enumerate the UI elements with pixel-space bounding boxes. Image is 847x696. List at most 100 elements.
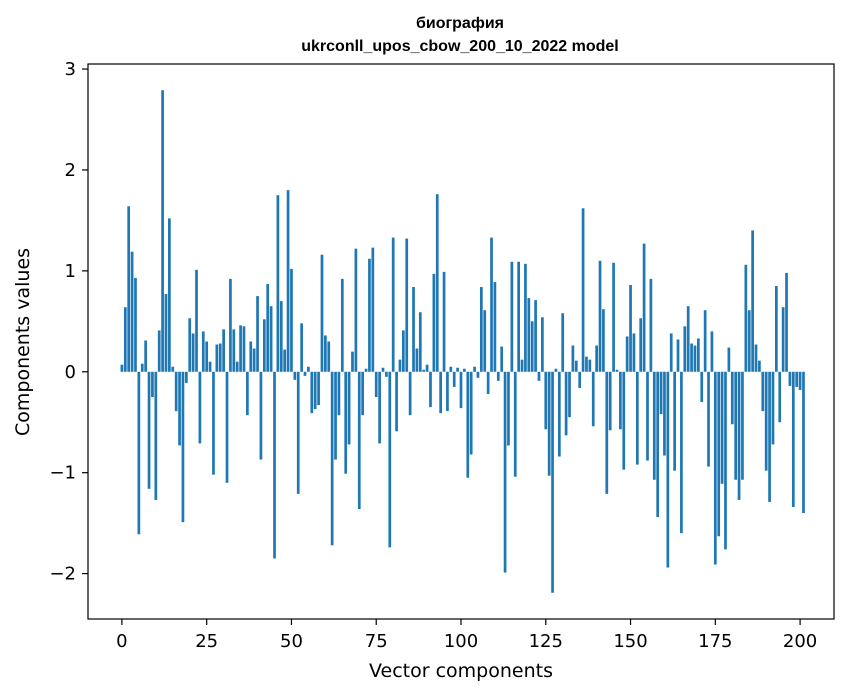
bar-175	[713, 371, 717, 565]
y-tick-label--2: −2	[49, 564, 76, 585]
x-tick-label-100: 100	[444, 631, 478, 652]
bar-62	[330, 371, 334, 546]
bar-143	[605, 371, 609, 494]
bar-23	[198, 371, 202, 444]
chart-title-line2: ukrconll_upos_cbow_200_10_2022 model	[301, 38, 618, 55]
bar-87	[415, 348, 419, 372]
bar-145	[612, 262, 615, 372]
bar-114	[507, 371, 510, 446]
bar-3	[130, 251, 134, 372]
bar-129	[557, 371, 561, 457]
bar-174	[710, 331, 714, 372]
bar-187	[754, 344, 758, 372]
bar-180	[730, 371, 734, 425]
bar-29	[218, 343, 222, 372]
bar-22	[195, 269, 198, 372]
bar-201	[802, 371, 805, 514]
bar-59	[320, 254, 324, 372]
bar-7	[144, 340, 147, 372]
bar-98	[452, 371, 456, 387]
bar-195	[781, 307, 785, 372]
bar-126	[547, 371, 551, 476]
bar-67	[347, 371, 351, 445]
bar-179	[727, 347, 731, 372]
bar-27	[212, 371, 215, 475]
bar-120	[527, 298, 531, 372]
x-tick-label-50: 50	[280, 631, 303, 652]
bar-165	[680, 371, 683, 534]
bar-91	[429, 371, 432, 408]
bar-105	[476, 371, 480, 378]
x-tick-label-125: 125	[529, 631, 563, 652]
bar-193	[775, 286, 778, 372]
bar-79	[388, 371, 392, 548]
plot-frame	[87, 63, 835, 620]
y-tick-label-1: 1	[65, 261, 76, 282]
bar-0	[120, 364, 124, 372]
bar-16	[174, 371, 178, 412]
bar-140	[595, 345, 598, 372]
bar-100	[459, 371, 463, 409]
bar-66	[344, 371, 348, 474]
bar-133	[571, 345, 575, 372]
bar-56	[310, 371, 314, 414]
y-axis-ticks: −2 −1 0 1 2 3	[49, 59, 88, 585]
bar-5	[137, 371, 141, 535]
bar-125	[544, 371, 548, 430]
bar-194	[778, 371, 782, 423]
x-axis-label: Vector components	[369, 660, 553, 682]
bar-33	[232, 329, 236, 372]
bar-168	[690, 343, 693, 372]
bar-158	[656, 371, 660, 518]
bar-13	[164, 294, 168, 372]
chart-title-line1: биография	[416, 15, 504, 32]
bar-123	[537, 371, 541, 381]
bar-60	[324, 335, 327, 372]
bar-182	[737, 371, 741, 500]
y-tick-label-3: 3	[65, 59, 76, 80]
bar-26	[208, 361, 212, 372]
bar-184	[744, 264, 748, 372]
bar-40	[256, 296, 259, 372]
bar-93	[435, 194, 439, 372]
bar-42	[262, 319, 266, 372]
bar-172	[703, 310, 707, 372]
bar-31	[225, 371, 229, 483]
bar-4	[134, 277, 137, 372]
bar-171	[700, 371, 704, 403]
bar-17	[178, 371, 181, 446]
bar-43	[266, 283, 270, 372]
bar-136	[581, 208, 585, 372]
bar-48	[283, 349, 287, 372]
bar-176	[717, 371, 721, 537]
bar-196	[785, 272, 788, 372]
bar-135	[578, 371, 582, 388]
bar-170	[697, 338, 700, 372]
bar-119	[524, 263, 527, 372]
bar-50	[290, 268, 293, 372]
y-axis-label: Components values	[12, 248, 34, 436]
bar-19	[184, 371, 188, 383]
bar-108	[486, 371, 490, 394]
bar-131	[564, 371, 568, 436]
bar-185	[747, 310, 751, 372]
bar-101	[463, 368, 466, 372]
bar-151	[632, 333, 636, 372]
bar-95	[442, 271, 446, 372]
bar-142	[602, 309, 605, 372]
bar-76	[378, 371, 381, 444]
bar-173	[707, 371, 710, 467]
bar-97	[449, 366, 453, 372]
bar-150	[629, 284, 632, 372]
bar-63	[334, 371, 337, 460]
bar-107	[483, 310, 487, 372]
bar-99	[456, 367, 459, 372]
bar-112	[500, 346, 504, 372]
bar-18	[181, 371, 185, 523]
bar-21	[191, 333, 195, 372]
bar-113	[503, 371, 507, 573]
bar-148	[622, 371, 626, 470]
bar-118	[520, 359, 524, 372]
